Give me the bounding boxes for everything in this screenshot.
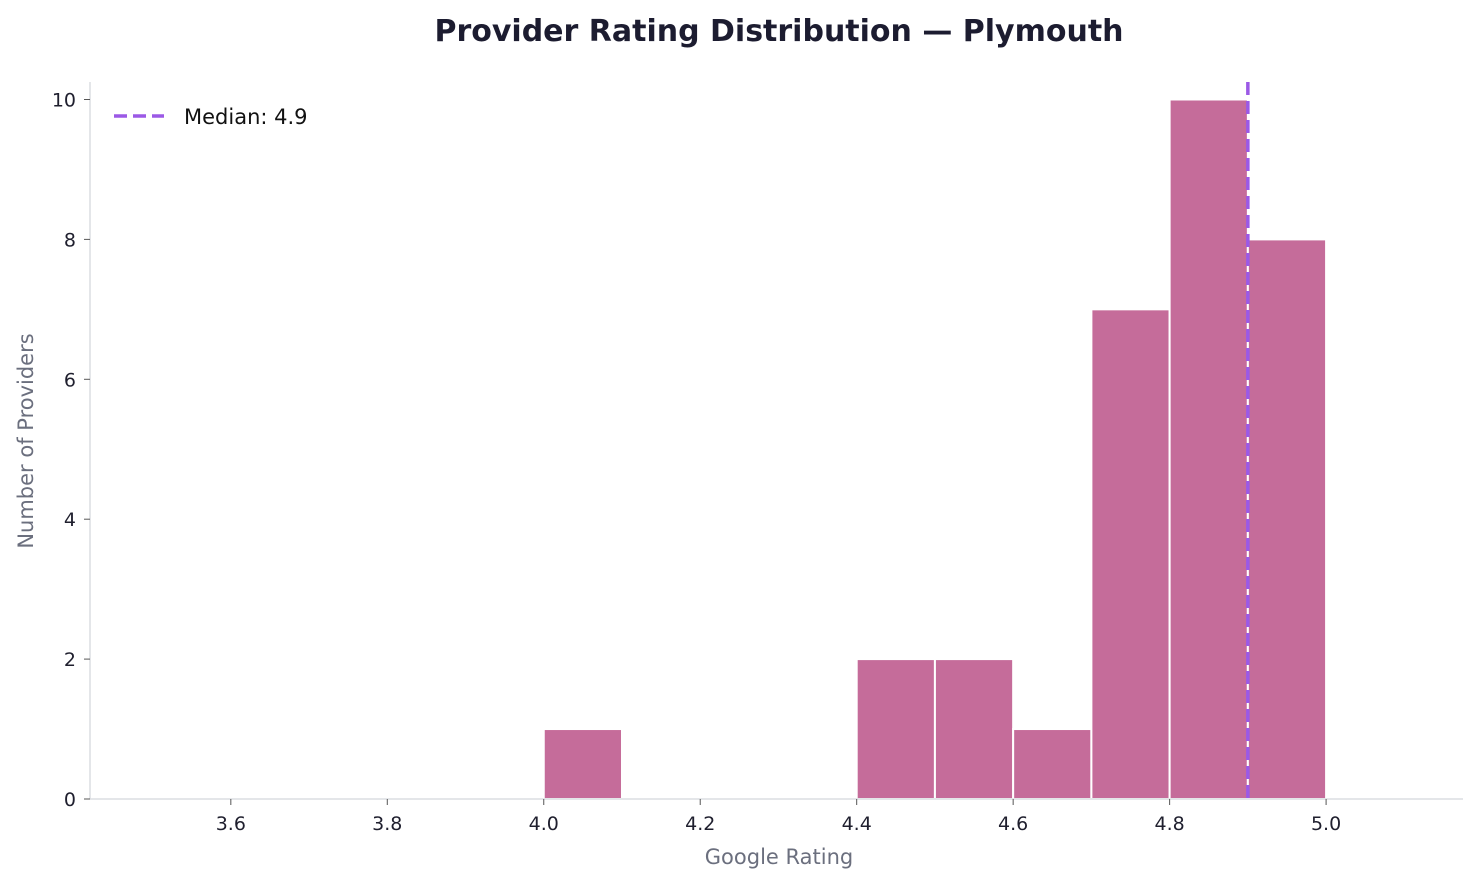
x-tick-label: 4.8	[1155, 813, 1185, 835]
y-tick-label: 2	[64, 649, 76, 671]
histogram-bar	[1090, 308, 1171, 800]
y-tick-label: 6	[64, 369, 76, 391]
histogram-bar	[542, 728, 623, 800]
chart-title: Provider Rating Distribution — Plymouth	[434, 14, 1123, 49]
y-tick-label: 8	[64, 229, 76, 251]
x-axis-label: Google Rating	[705, 845, 853, 869]
x-tick-label: 5.0	[1311, 813, 1341, 835]
x-tick-label: 4.4	[842, 813, 872, 835]
x-tick-label: 4.6	[998, 813, 1028, 835]
x-tick-label: 3.8	[372, 813, 402, 835]
y-tick-label: 4	[64, 509, 76, 531]
histogram-bar	[1246, 238, 1328, 800]
x-tick-label: 3.6	[216, 813, 246, 835]
legend-median-label: Median: 4.9	[184, 105, 308, 129]
x-tick-label: 4.0	[529, 813, 559, 835]
histogram-bar	[1168, 98, 1249, 801]
y-tick-label: 10	[52, 89, 76, 111]
legend: Median: 4.9	[114, 105, 308, 129]
histogram-bar	[855, 658, 936, 800]
y-axis-label: Number of Providers	[14, 333, 38, 548]
x-tick-label: 4.2	[685, 813, 715, 835]
histogram-bar	[933, 658, 1015, 800]
histogram-bar	[1012, 728, 1093, 800]
y-tick-label: 0	[64, 789, 76, 811]
